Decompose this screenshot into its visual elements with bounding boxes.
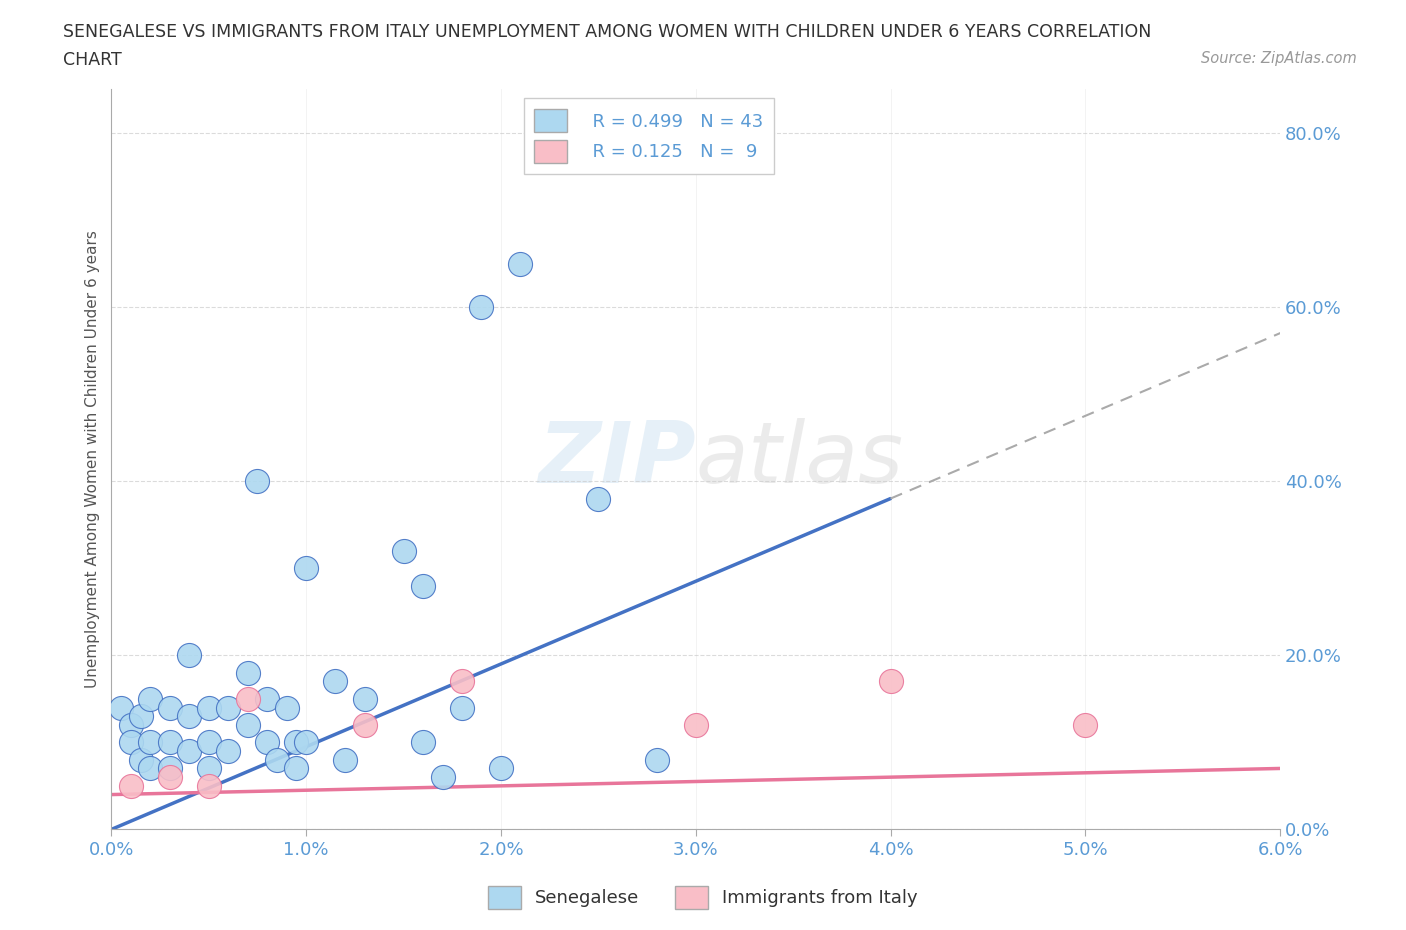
- Point: [159, 761, 181, 776]
- Point: [120, 778, 142, 793]
- Point: [470, 299, 492, 314]
- Point: [295, 561, 318, 576]
- Point: [198, 735, 221, 750]
- Point: [412, 578, 434, 593]
- Point: [198, 700, 221, 715]
- Text: ZIP: ZIP: [538, 418, 696, 501]
- Point: [159, 770, 181, 785]
- Point: [246, 473, 269, 488]
- Point: [509, 256, 531, 271]
- Point: [217, 744, 239, 759]
- Point: [236, 717, 259, 732]
- Point: [110, 700, 132, 715]
- Point: [139, 735, 162, 750]
- Point: [451, 700, 474, 715]
- Point: [129, 752, 152, 767]
- Legend: Senegalese, Immigrants from Italy: Senegalese, Immigrants from Italy: [481, 879, 925, 916]
- Text: SENEGALESE VS IMMIGRANTS FROM ITALY UNEMPLOYMENT AMONG WOMEN WITH CHILDREN UNDER: SENEGALESE VS IMMIGRANTS FROM ITALY UNEM…: [63, 23, 1152, 41]
- Text: atlas: atlas: [696, 418, 904, 501]
- Point: [276, 700, 298, 715]
- Point: [295, 735, 318, 750]
- Point: [198, 778, 221, 793]
- Point: [353, 717, 375, 732]
- Point: [198, 761, 221, 776]
- Point: [179, 744, 201, 759]
- Point: [236, 691, 259, 706]
- Point: [120, 717, 142, 732]
- Point: [129, 709, 152, 724]
- Point: [236, 665, 259, 680]
- Point: [353, 691, 375, 706]
- Point: [285, 735, 308, 750]
- Point: [266, 752, 288, 767]
- Point: [159, 735, 181, 750]
- Legend:   R = 0.499   N = 43,   R = 0.125   N =  9: R = 0.499 N = 43, R = 0.125 N = 9: [523, 99, 775, 174]
- Point: [179, 648, 201, 663]
- Point: [489, 761, 512, 776]
- Text: Source: ZipAtlas.com: Source: ZipAtlas.com: [1201, 51, 1357, 66]
- Point: [256, 735, 278, 750]
- Point: [179, 709, 201, 724]
- Y-axis label: Unemployment Among Women with Children Under 6 years: Unemployment Among Women with Children U…: [86, 231, 100, 688]
- Point: [412, 735, 434, 750]
- Point: [392, 543, 415, 558]
- Point: [1074, 717, 1097, 732]
- Text: CHART: CHART: [63, 51, 122, 69]
- Point: [645, 752, 668, 767]
- Point: [451, 674, 474, 689]
- Point: [432, 770, 454, 785]
- Point: [588, 491, 610, 506]
- Point: [256, 691, 278, 706]
- Point: [285, 761, 308, 776]
- Point: [685, 717, 707, 732]
- Point: [879, 674, 901, 689]
- Point: [325, 674, 347, 689]
- Point: [139, 761, 162, 776]
- Point: [120, 735, 142, 750]
- Point: [159, 700, 181, 715]
- Point: [217, 700, 239, 715]
- Point: [333, 752, 356, 767]
- Point: [139, 691, 162, 706]
